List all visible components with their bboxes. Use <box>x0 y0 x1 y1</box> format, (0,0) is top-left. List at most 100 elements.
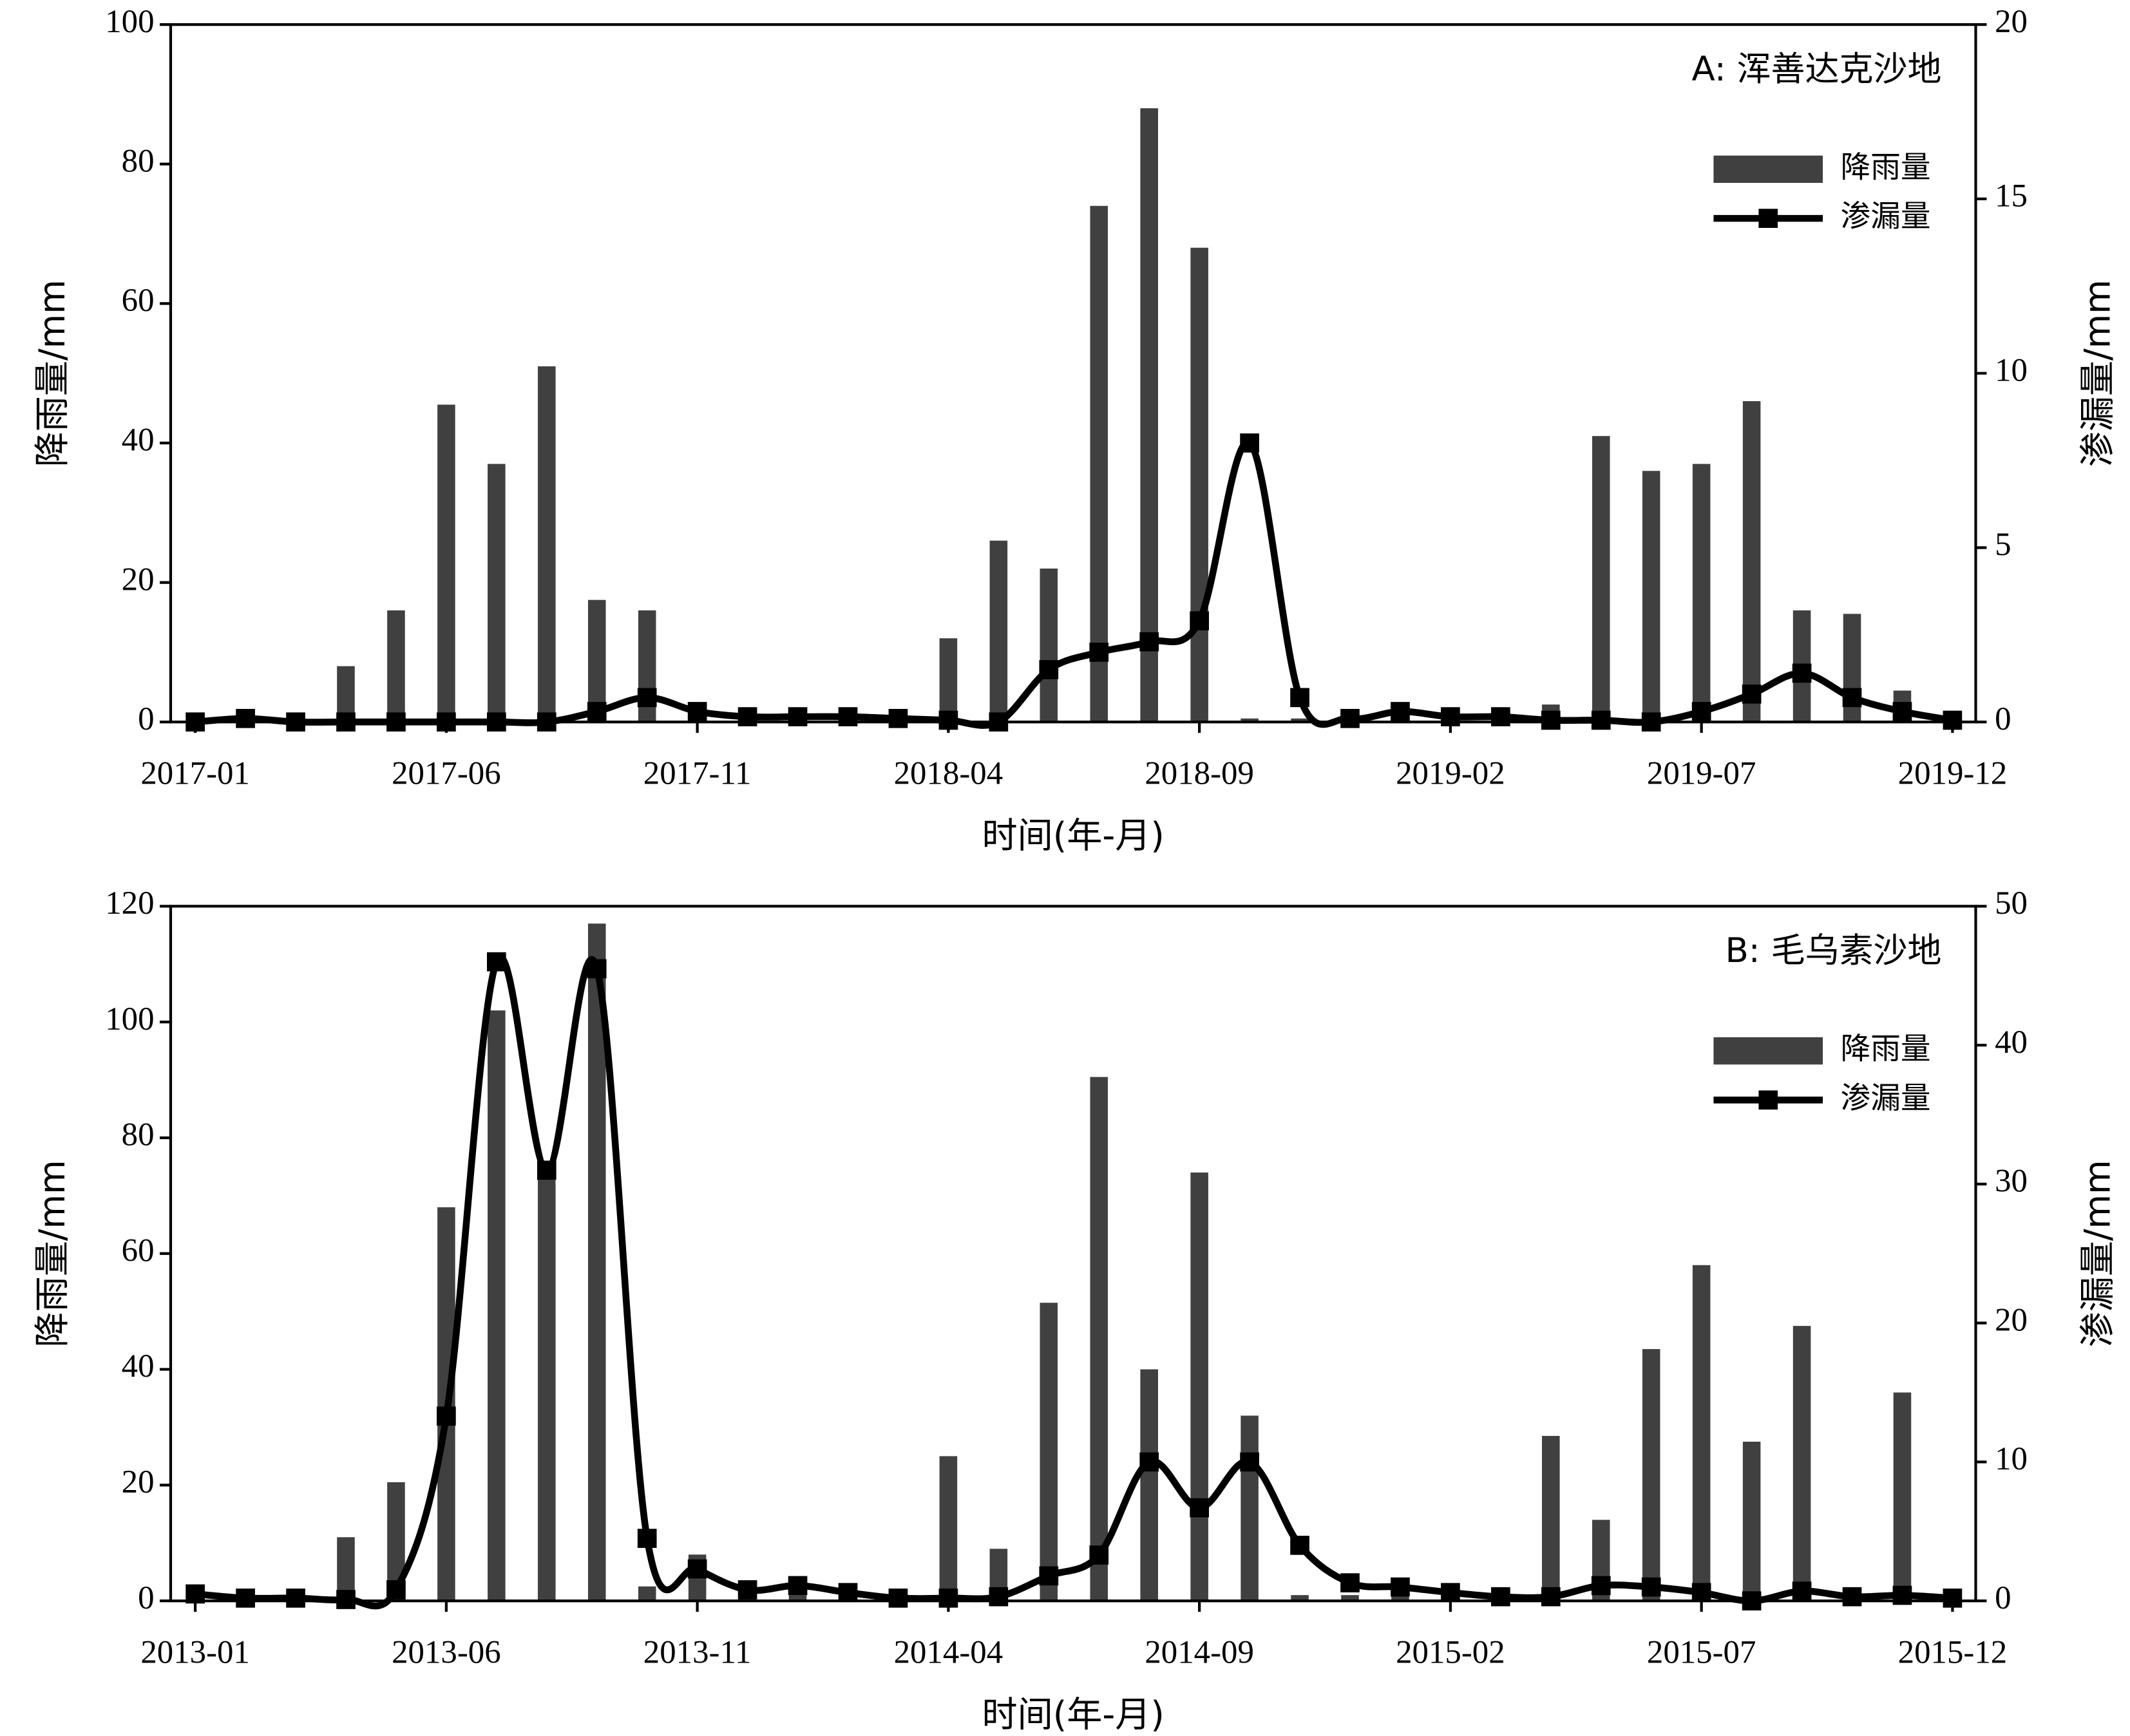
rain-bar <box>939 638 958 722</box>
leakage-marker <box>1240 433 1259 453</box>
leakage-marker <box>286 1589 305 1608</box>
x-axis-label: 时间(年-月) <box>982 1694 1165 1735</box>
y2-tick-label: 40 <box>1995 1024 2028 1061</box>
legend-label: 渗漏量 <box>1841 199 1931 234</box>
leakage-marker <box>437 1406 456 1426</box>
leakage-marker <box>1391 702 1410 721</box>
leakage-marker <box>1039 660 1059 679</box>
leakage-line <box>195 439 1954 729</box>
leakage-marker <box>1190 611 1209 631</box>
rain-bar <box>1542 1435 1560 1601</box>
rain-bar <box>488 1010 506 1601</box>
rain-bar <box>1291 1595 1309 1601</box>
y-tick-label: 60 <box>122 1232 155 1269</box>
y-axis-label: 降雨量/mm <box>32 279 73 467</box>
rain-bar <box>788 1595 807 1601</box>
leakage-marker <box>1340 708 1360 728</box>
y2-tick-label: 0 <box>1995 701 2011 737</box>
x-tick-label: 2013-06 <box>392 1635 501 1671</box>
leakage-marker <box>1842 688 1862 708</box>
y2-axis-label: 渗漏量/mm <box>2077 279 2118 467</box>
leakage-marker <box>1190 1498 1209 1518</box>
y2-tick-label: 10 <box>1995 1441 2028 1477</box>
rain-bar <box>1893 1392 1912 1601</box>
x-tick-label: 2019-07 <box>1647 756 1756 792</box>
rain-bar <box>939 1456 958 1601</box>
y-tick-label: 20 <box>122 1464 155 1500</box>
rain-bar <box>1391 1595 1409 1601</box>
y-tick-label: 80 <box>122 1117 155 1153</box>
x-tick-label: 2018-04 <box>894 756 1003 792</box>
leakage-marker <box>737 707 757 726</box>
leakage-marker <box>788 707 808 726</box>
leakage-marker <box>587 959 607 979</box>
rain-bar <box>1592 436 1610 722</box>
y-tick-label: 80 <box>122 143 155 179</box>
x-tick-label: 2014-04 <box>894 1635 1003 1671</box>
rain-bar <box>387 610 405 722</box>
leakage-marker <box>687 1559 707 1579</box>
y2-tick-label: 15 <box>1995 178 2028 214</box>
leakage-marker <box>737 1580 757 1599</box>
y-tick-label: 0 <box>138 701 154 737</box>
rain-bar <box>1140 1369 1158 1601</box>
leakage-marker <box>386 1580 406 1599</box>
rain-bar <box>488 464 506 722</box>
rain-bar <box>1742 1441 1761 1601</box>
rain-bar <box>1241 718 1259 722</box>
y2-tick-label: 10 <box>1995 352 2028 388</box>
leakage-marker <box>1340 1573 1360 1592</box>
leakage-marker <box>888 708 908 728</box>
rain-bar <box>1742 401 1761 722</box>
leakage-marker <box>537 1160 556 1180</box>
rain-bar <box>1341 1595 1359 1601</box>
rain-bar <box>1792 1326 1811 1601</box>
y2-tick-label: 50 <box>1995 885 2028 921</box>
y2-tick-label: 20 <box>1995 4 2028 40</box>
rain-bar <box>1190 1172 1208 1601</box>
chart: 0 20 40 60 80 100 120 0 10 20 30 40 50 2013-01 2013-06… <box>32 885 2118 1735</box>
annotation: B: 毛乌素沙地 <box>1725 931 1941 970</box>
leakage-marker <box>1591 710 1611 730</box>
leakage-marker <box>838 1583 858 1603</box>
x-tick-label: 2019-12 <box>1898 756 2008 792</box>
leakage-marker <box>788 1576 808 1596</box>
leakage-marker <box>1842 1587 1862 1607</box>
leakage-marker <box>336 1590 356 1609</box>
x-tick-label: 2013-11 <box>643 1635 752 1671</box>
leakage-marker <box>838 707 858 726</box>
y2-tick-label: 20 <box>1995 1302 2028 1338</box>
leakage-marker <box>637 1529 657 1548</box>
legend-marker <box>1758 209 1778 228</box>
leakage-marker <box>687 702 707 721</box>
x-tick-label: 2018-09 <box>1145 756 1254 792</box>
leakage-marker <box>1541 710 1561 730</box>
y2-tick-label: 30 <box>1995 1164 2028 1200</box>
y2-tick-label: 5 <box>1995 527 2011 563</box>
y-tick-label: 60 <box>122 283 155 319</box>
leakage-marker <box>1691 1583 1711 1603</box>
x-tick-label: 2015-02 <box>1396 1635 1505 1671</box>
x-tick-label: 2013-01 <box>140 1635 250 1671</box>
rain-bar <box>1291 718 1309 722</box>
leakage-marker <box>1290 688 1309 708</box>
legend-label: 降雨量 <box>1841 149 1931 184</box>
leakage-marker <box>1541 1587 1561 1607</box>
chart: 0 20 40 60 80 100 0 5 10 15 20 2017-01 2017-06 2017-1… <box>32 4 2118 856</box>
rain-bar <box>538 1166 556 1601</box>
x-tick-label: 2017-01 <box>140 756 250 792</box>
leakage-marker <box>1089 643 1109 662</box>
y-tick-label: 100 <box>105 4 154 40</box>
rain-bar <box>1642 1349 1660 1601</box>
x-tick-label: 2019-02 <box>1396 756 1505 792</box>
rain-bar <box>1140 108 1158 722</box>
leakage-marker <box>1491 707 1510 726</box>
legend-swatch <box>1713 1037 1823 1065</box>
leakage-marker <box>236 708 255 728</box>
leakage-marker <box>1290 1536 1309 1555</box>
leakage-marker <box>587 702 607 721</box>
rain-bar <box>1090 205 1108 722</box>
leakage-line <box>195 954 1953 1610</box>
y-tick-label: 20 <box>122 561 155 598</box>
y2-tick-label: 0 <box>1995 1580 2011 1616</box>
